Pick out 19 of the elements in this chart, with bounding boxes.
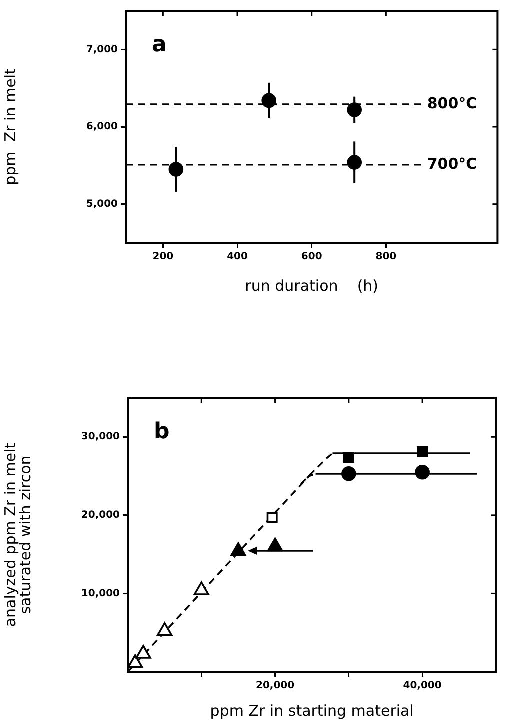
y-tick-label: 10,000: [81, 588, 120, 600]
series-label: 700°C: [427, 154, 478, 173]
y-axis-title: analyzed ppm Zr in melt saturated with zircon: [1, 442, 34, 628]
y-tick-label: 7,000: [86, 44, 118, 56]
x-axis-title: ppm Zr in starting material: [210, 702, 414, 720]
x-tick-label: 800: [376, 252, 397, 263]
series-label: 800°C: [427, 94, 478, 112]
y-tick-label: 20,000: [81, 510, 120, 522]
x-axis-title: run duration (h): [245, 276, 379, 295]
y-tick-label: 30,000: [81, 432, 120, 443]
x-tick-label: 400: [227, 252, 248, 263]
text: a: [152, 32, 167, 58]
text: b: [154, 420, 170, 445]
x-tick-label: 200: [152, 252, 174, 263]
x-tick-label: 40,000: [403, 680, 442, 692]
x-tick-label: 600: [301, 252, 322, 263]
y-tick-label: 5,000: [86, 198, 118, 210]
y-axis-title: ppm Zr in melt: [1, 68, 20, 186]
y-tick-label: 6,000: [86, 122, 118, 133]
